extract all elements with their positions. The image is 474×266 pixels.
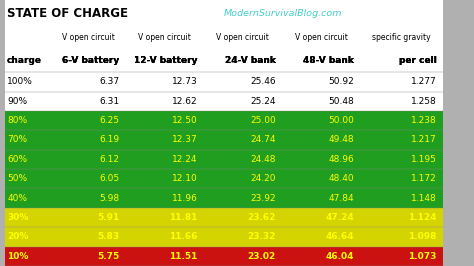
Bar [5,169,443,189]
Text: 47.24: 47.24 [325,213,354,222]
Text: 1.277: 1.277 [411,77,437,86]
Text: 11.51: 11.51 [169,252,198,261]
Text: 5.75: 5.75 [98,252,120,261]
Text: 23.92: 23.92 [250,194,276,203]
Text: 5.83: 5.83 [98,232,120,242]
Text: 1.172: 1.172 [411,174,437,183]
Text: 24.74: 24.74 [250,135,276,144]
Text: 46.64: 46.64 [325,232,354,242]
Text: per cell: per cell [399,56,437,65]
Text: 1.195: 1.195 [410,155,437,164]
Text: 12-V battery: 12-V battery [134,56,198,65]
Text: 25.46: 25.46 [250,77,276,86]
Text: 12.10: 12.10 [172,174,198,183]
Text: 46.04: 46.04 [326,252,354,261]
Text: 50.48: 50.48 [328,97,354,106]
Text: 12.50: 12.50 [172,116,198,125]
Text: 6.37: 6.37 [100,77,120,86]
Text: 48-V bank: 48-V bank [303,56,354,65]
Text: 1.073: 1.073 [408,252,437,261]
Text: 23.32: 23.32 [247,232,276,242]
Text: 1.238: 1.238 [411,116,437,125]
Text: V open circuit: V open circuit [138,33,191,42]
Bar [5,92,443,111]
Text: ModernSurvivalBlog.com: ModernSurvivalBlog.com [224,9,342,18]
Text: 70%: 70% [7,135,27,144]
Bar [5,208,443,227]
Text: charge: charge [7,56,42,65]
Text: 12-V battery: 12-V battery [134,56,198,65]
Text: 1.148: 1.148 [411,194,437,203]
Text: charge: charge [7,56,42,65]
Text: 25.00: 25.00 [250,116,276,125]
Bar [5,48,443,72]
Text: 48-V bank: 48-V bank [303,56,354,65]
Text: 24.48: 24.48 [250,155,276,164]
Text: 5.91: 5.91 [98,213,120,222]
Text: 23.02: 23.02 [247,252,276,261]
Text: 1.258: 1.258 [411,97,437,106]
Text: 48-V bank: 48-V bank [303,56,354,65]
Text: 50.92: 50.92 [328,77,354,86]
Text: 1.124: 1.124 [408,213,437,222]
Text: 50.00: 50.00 [328,116,354,125]
Text: 30%: 30% [7,213,28,222]
Text: 1.098: 1.098 [408,232,437,242]
Text: 6.12: 6.12 [100,155,120,164]
Text: 6-V battery: 6-V battery [63,56,120,65]
Text: 48.40: 48.40 [328,174,354,183]
Text: 24.20: 24.20 [250,174,276,183]
Text: 24-V bank: 24-V bank [225,56,276,65]
Text: 12-V battery: 12-V battery [134,56,198,65]
Text: V open circuit: V open circuit [295,33,347,42]
Text: 11.81: 11.81 [169,213,198,222]
Bar [5,150,443,169]
Bar [5,189,443,208]
Text: V open circuit: V open circuit [217,33,269,42]
Text: 6.31: 6.31 [100,97,120,106]
Text: STATE OF CHARGE: STATE OF CHARGE [7,7,128,20]
Text: per cell: per cell [399,56,437,65]
Bar [5,72,443,92]
Text: 20%: 20% [7,232,28,242]
Text: 60%: 60% [7,155,27,164]
Text: 6.05: 6.05 [100,174,120,183]
Text: 12.24: 12.24 [172,155,198,164]
Text: 12.73: 12.73 [172,77,198,86]
Bar [5,26,443,48]
Bar [5,0,443,26]
Text: 6.19: 6.19 [100,135,120,144]
Text: 12.62: 12.62 [172,97,198,106]
Text: 11.66: 11.66 [169,232,198,242]
Text: 1.217: 1.217 [411,135,437,144]
Text: specific gravity: specific gravity [373,33,431,42]
Text: V open circuit: V open circuit [63,33,115,42]
Bar [5,227,443,247]
Text: 100%: 100% [7,77,33,86]
Text: 25.24: 25.24 [250,97,276,106]
Text: 6.25: 6.25 [100,116,120,125]
Text: 50%: 50% [7,174,27,183]
Text: 5.98: 5.98 [100,194,120,203]
Bar [5,130,443,150]
Text: 11.96: 11.96 [172,194,198,203]
Text: 12.37: 12.37 [172,135,198,144]
Text: 40%: 40% [7,194,27,203]
Text: per cell: per cell [399,56,437,65]
Bar [5,111,443,130]
Text: 6-V battery: 6-V battery [63,56,120,65]
Text: 90%: 90% [7,97,27,106]
Text: 24-V bank: 24-V bank [225,56,276,65]
Bar [5,247,443,266]
Text: 24-V bank: 24-V bank [225,56,276,65]
Text: 6-V battery: 6-V battery [63,56,120,65]
Text: 23.62: 23.62 [247,213,276,222]
Text: 48.96: 48.96 [328,155,354,164]
Text: 47.84: 47.84 [328,194,354,203]
Text: 49.48: 49.48 [328,135,354,144]
Text: 80%: 80% [7,116,27,125]
Text: 10%: 10% [7,252,28,261]
